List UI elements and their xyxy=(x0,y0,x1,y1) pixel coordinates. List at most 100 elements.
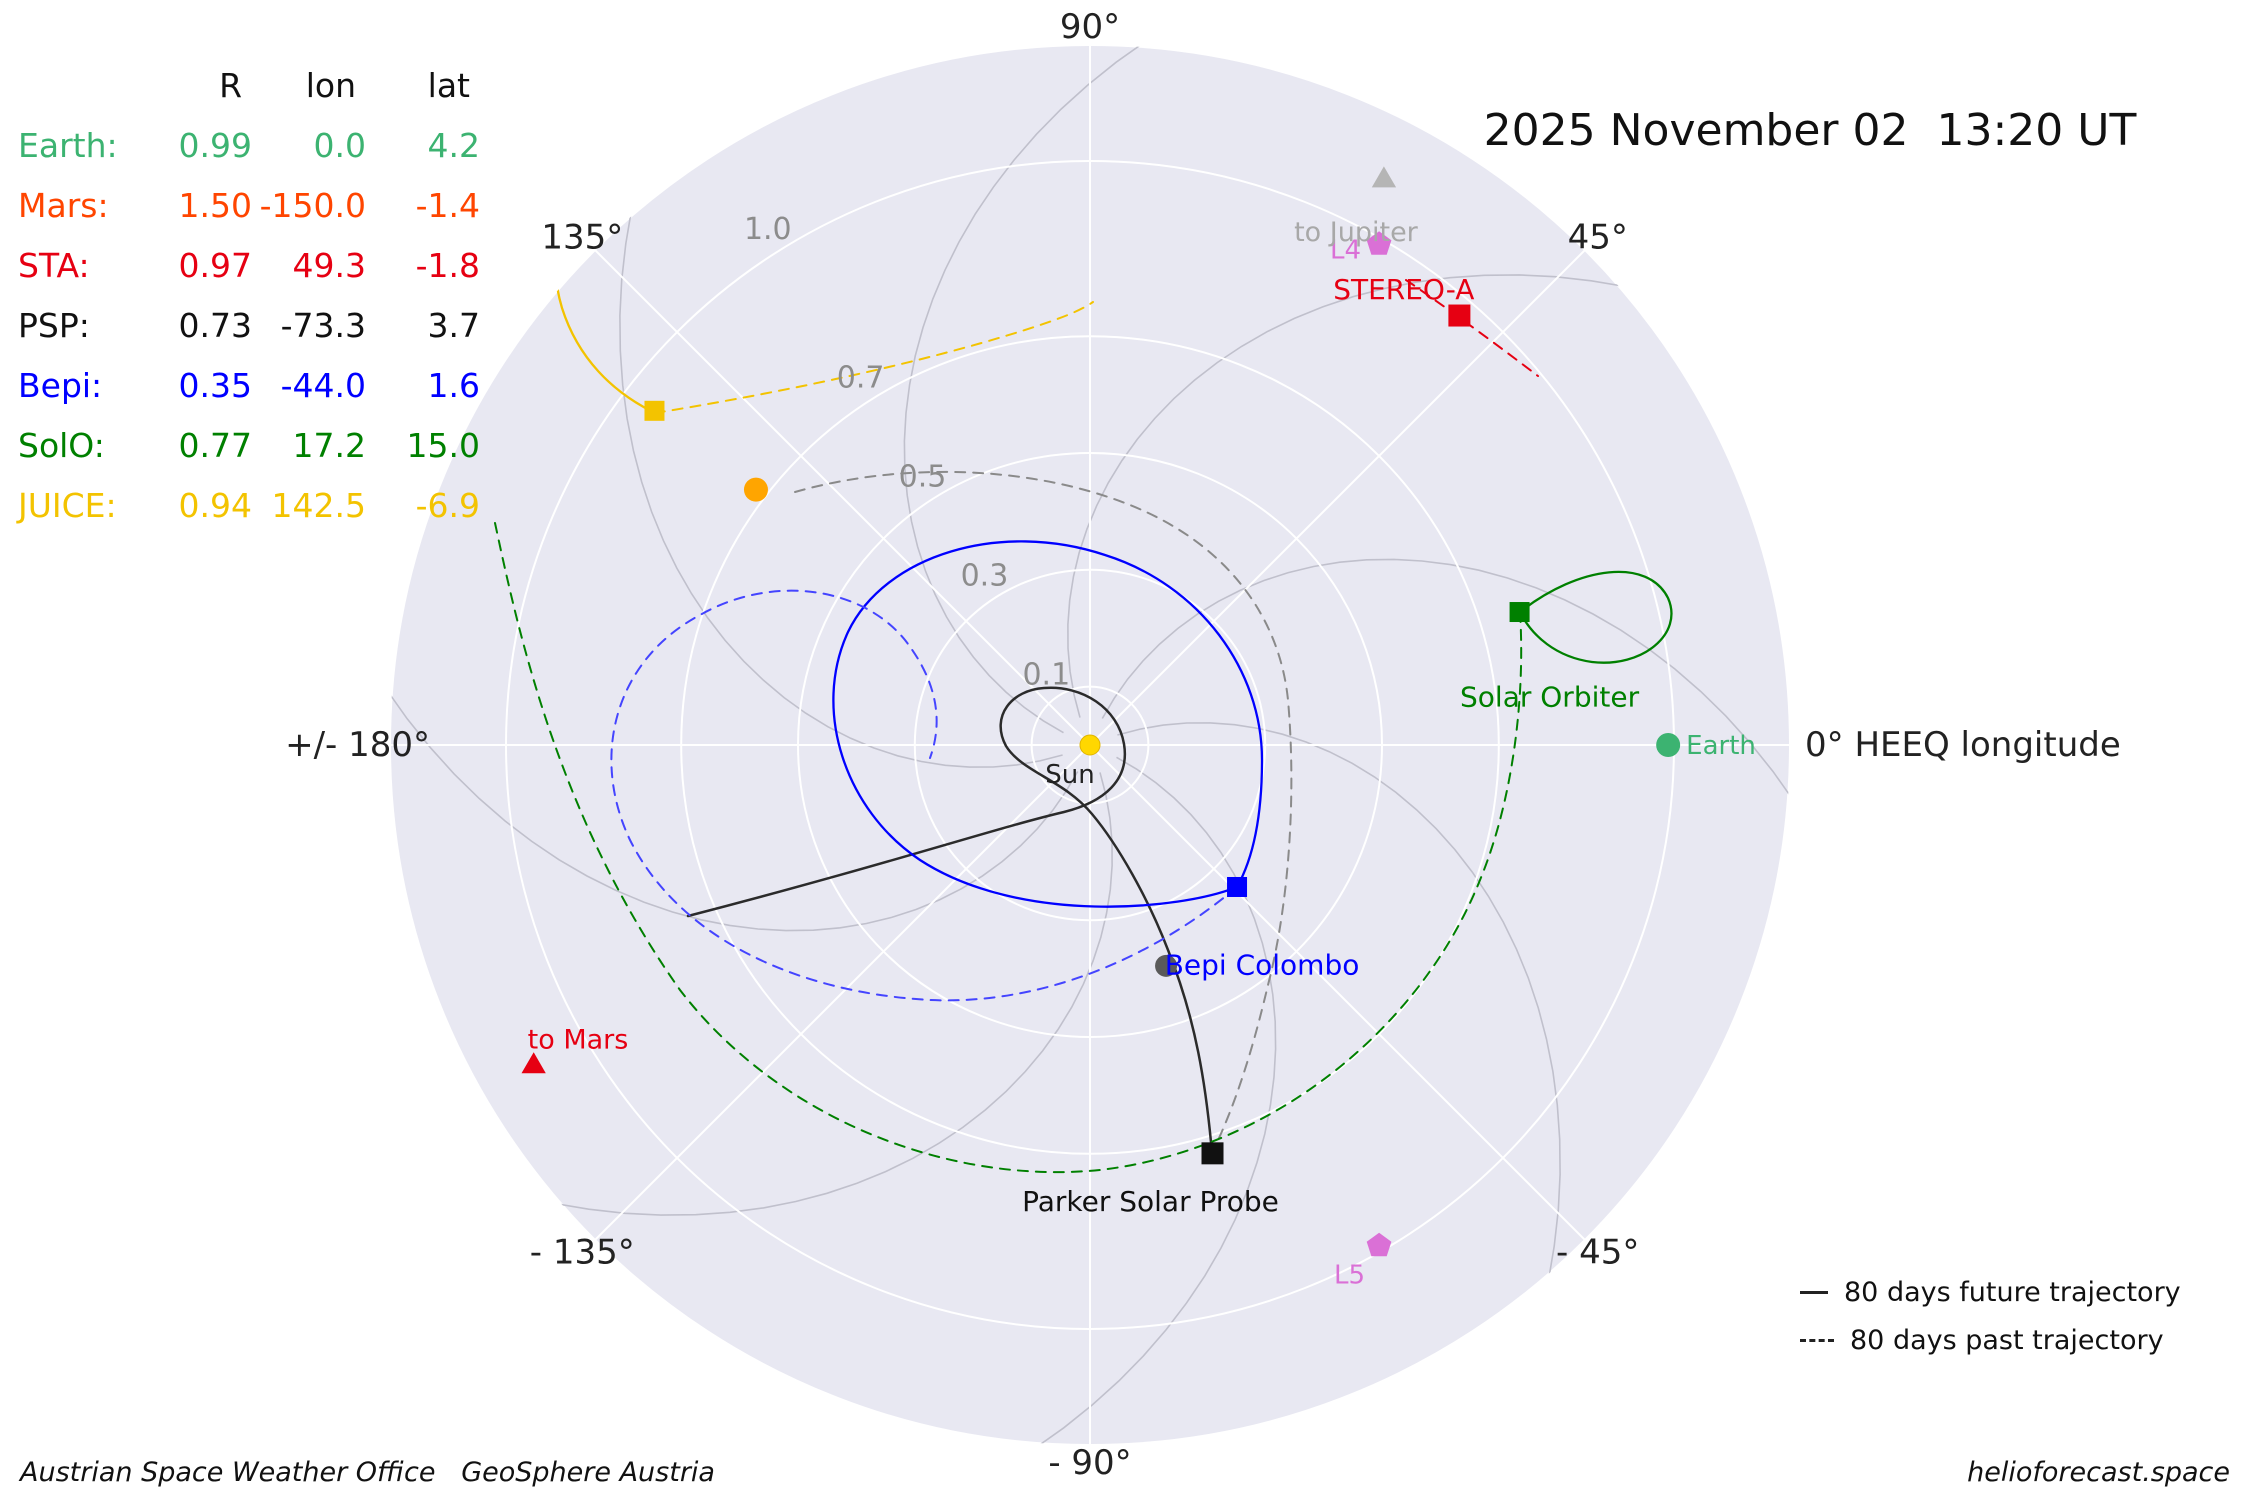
table-row: JUICE: 0.94 142.5 -6.9 xyxy=(18,476,480,536)
solo-marker xyxy=(1509,602,1530,623)
table-cell-value: 0.94 xyxy=(178,486,252,525)
table-row: Earth: 0.99 0.0 4.2 xyxy=(18,116,480,176)
angle-label: - 90° xyxy=(1048,1443,1131,1483)
psp-future-trajectory xyxy=(686,686,1214,1155)
table-cell-value: 0.77 xyxy=(178,426,252,465)
bepi-marker xyxy=(1227,876,1248,897)
solo-past-trajectory xyxy=(494,522,1523,1174)
angle-label: - 135° xyxy=(530,1233,635,1273)
bepi-future-trajectory xyxy=(832,540,1264,908)
solo-future-trajectory xyxy=(1518,570,1673,664)
earth-marker xyxy=(1656,733,1681,757)
table-row: PSP: 0.73 -73.3 3.7 xyxy=(18,296,480,356)
l5-label: L5 xyxy=(1334,1261,1365,1291)
table-cell-value: 0.99 xyxy=(178,126,252,165)
to-jupiter-label: to Jupiter xyxy=(1294,217,1419,248)
trajectories xyxy=(494,230,1673,1174)
l4-label: L4 xyxy=(1330,235,1361,265)
parker-spiral-arm xyxy=(514,772,1113,1216)
parker-spiral-arm xyxy=(1101,558,1790,835)
sun-marker xyxy=(1079,734,1101,756)
table-header-row: R lon lat xyxy=(18,56,480,116)
timestamp-title: 2025 November 02 13:20 UT xyxy=(1483,105,2137,156)
angle-label: 0° HEEQ longitude xyxy=(1805,725,2121,765)
venus-marker xyxy=(743,477,768,502)
legend-future-row: 80 days future trajectory xyxy=(1800,1272,2181,1312)
l4-marker xyxy=(1366,231,1392,255)
legend-past-label: 80 days past trajectory xyxy=(1850,1324,2164,1356)
table-cell-value: -150.0 xyxy=(259,186,366,225)
table-cell-value: 1.6 xyxy=(427,366,480,405)
r-tick-label: 1.0 xyxy=(744,212,792,247)
juice-marker xyxy=(644,400,665,421)
table-cell-value: -73.3 xyxy=(280,306,366,345)
legend-future-label: 80 days future trajectory xyxy=(1844,1276,2181,1308)
parker-spiral-arm xyxy=(1067,274,1666,718)
table-cell-name: SolO: xyxy=(18,426,105,465)
to-jupiter-marker xyxy=(1371,166,1397,188)
table-header-lat: lat xyxy=(427,66,470,105)
table-cell-value: 49.3 xyxy=(292,246,366,285)
table-cell-value: 0.97 xyxy=(178,246,252,285)
r-tick-label: 0.3 xyxy=(961,559,1009,594)
table-cell-value: 4.2 xyxy=(427,126,480,165)
table-cell-value: 0.73 xyxy=(178,306,252,345)
table-cell-value: 3.7 xyxy=(427,306,480,345)
table-row: Mars: 1.50 -150.0 -1.4 xyxy=(18,176,480,236)
mercury-marker xyxy=(1155,954,1178,977)
to-mars-marker xyxy=(521,1052,546,1074)
table-row: SolO: 0.77 17.2 15.0 xyxy=(18,416,480,476)
grid-spoke xyxy=(1089,744,1586,1241)
parker-spirals xyxy=(390,45,1790,1445)
stereo-a-label: STEREO-A xyxy=(1333,273,1474,306)
table-header-lon: lon xyxy=(305,66,356,105)
table-cell-value: -44.0 xyxy=(280,366,366,405)
parker-spiral-arm xyxy=(1000,756,1277,1445)
psp-label: Parker Solar Probe xyxy=(1022,1185,1279,1218)
table-header-spacer xyxy=(18,56,160,116)
table-cell-value: -1.8 xyxy=(415,246,480,285)
table-cell-name: PSP: xyxy=(18,306,90,345)
table-cell-name: JUICE: xyxy=(18,486,117,525)
position-table: R lon lat Earth: 0.99 0.0 4.2 Mars: 1.50 -150.… xyxy=(18,56,480,536)
table-cell-value: 0.35 xyxy=(178,366,252,405)
table-header-r: R xyxy=(219,66,242,105)
r-tick-label: 0.7 xyxy=(837,360,885,395)
l5-marker xyxy=(1366,1232,1392,1257)
table-cell-value: 1.50 xyxy=(178,186,252,225)
footer-attribution: Austrian Space Weather Office GeoSphere … xyxy=(20,1457,715,1488)
solo-label: Solar Orbiter xyxy=(1460,681,1640,714)
angle-label: 90° xyxy=(1060,7,1120,47)
table-cell-name: Bepi: xyxy=(18,366,103,405)
r-tick-label: 0.5 xyxy=(899,460,947,495)
parker-spiral-arm xyxy=(619,169,1063,768)
parker-spiral-arm xyxy=(1117,722,1561,1321)
solid-line-icon xyxy=(1800,1290,1828,1294)
angle-label: 45° xyxy=(1568,217,1628,257)
parker-spiral-arm xyxy=(903,45,1180,734)
table-cell-value: 15.0 xyxy=(406,426,480,465)
table-cell-value: -6.9 xyxy=(415,486,480,525)
bepi-label: Bepi Colombo xyxy=(1165,948,1360,981)
dashed-line-icon xyxy=(1800,1338,1834,1342)
juice-past-trajectory xyxy=(654,301,1094,414)
parker-spiral-arm xyxy=(390,655,1079,932)
to-mars-label: to Mars xyxy=(528,1025,629,1056)
table-cell-value: -1.4 xyxy=(415,186,480,225)
table-cell-name: STA: xyxy=(18,246,90,285)
bepi-past-trajectory xyxy=(610,589,1238,1002)
psp-marker xyxy=(1201,1142,1224,1165)
psp-past-trajectory xyxy=(794,470,1293,1154)
sun-label: Sun xyxy=(1045,760,1094,790)
table-cell-name: Earth: xyxy=(18,126,118,165)
table-cell-name: Mars: xyxy=(18,186,109,225)
table-cell-value: 0.0 xyxy=(313,126,366,165)
r-tick-label: 0.1 xyxy=(1022,658,1070,693)
stereo-a-past-trajectory xyxy=(1405,279,1539,377)
table-cell-value: 17.2 xyxy=(292,426,366,465)
angle-label: +/- 180° xyxy=(285,725,430,765)
table-row: STA: 0.97 49.3 -1.8 xyxy=(18,236,480,296)
angle-label: 135° xyxy=(541,217,623,257)
table-cell-value: 142.5 xyxy=(271,486,366,525)
grid-spoke xyxy=(594,249,1091,746)
